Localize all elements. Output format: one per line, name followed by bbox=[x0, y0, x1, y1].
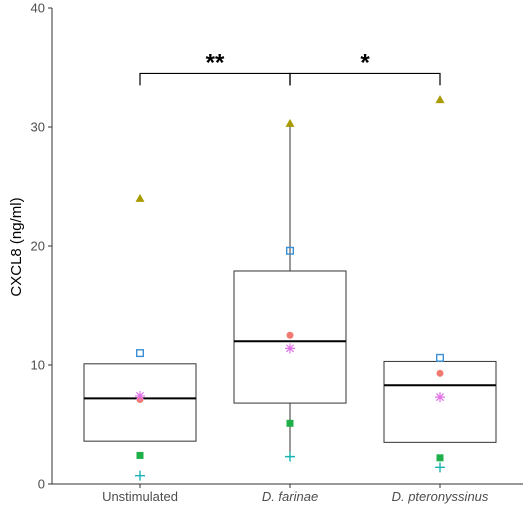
significance-bracket bbox=[289, 72, 441, 86]
open-square-point bbox=[135, 349, 144, 358]
x-tick-label: Unstimulated bbox=[102, 489, 178, 504]
circle-point bbox=[286, 331, 294, 339]
plus-point bbox=[285, 451, 295, 462]
asterisk-point bbox=[285, 343, 295, 354]
y-tick-label: 10 bbox=[31, 358, 45, 373]
x-axis: Unstimulated D. farinae D. pteronyssinus bbox=[52, 483, 523, 504]
significance-label: * bbox=[360, 49, 370, 76]
y-tick-label: 40 bbox=[31, 1, 45, 16]
y-tick-label: 30 bbox=[31, 120, 45, 135]
triangle-point bbox=[435, 95, 445, 104]
circle-point bbox=[436, 369, 444, 377]
plus-point bbox=[135, 470, 145, 481]
y-tick-label: 20 bbox=[31, 239, 45, 254]
x-tick-label: D. farinae bbox=[262, 489, 318, 504]
significance-brackets: ** * bbox=[139, 49, 441, 86]
filled-square-point bbox=[136, 451, 144, 459]
asterisk-point bbox=[435, 392, 445, 403]
x-tick-label: D. pteronyssinus bbox=[392, 489, 489, 504]
y-axis: 0 10 20 30 40 bbox=[31, 1, 53, 492]
open-square-point bbox=[436, 353, 445, 362]
plus-point bbox=[435, 462, 445, 473]
filled-square-point bbox=[286, 419, 294, 427]
y-tick-label: 0 bbox=[38, 477, 45, 492]
open-square-point bbox=[286, 246, 295, 255]
triangle-point bbox=[135, 193, 145, 202]
y-axis-title: CXCL8 (ng/ml) bbox=[8, 197, 25, 296]
triangle-point bbox=[285, 118, 295, 127]
filled-square-point bbox=[436, 454, 444, 462]
significance-label: ** bbox=[206, 49, 225, 76]
point-group bbox=[135, 95, 445, 481]
asterisk-point bbox=[135, 390, 145, 401]
box-group bbox=[83, 123, 497, 457]
